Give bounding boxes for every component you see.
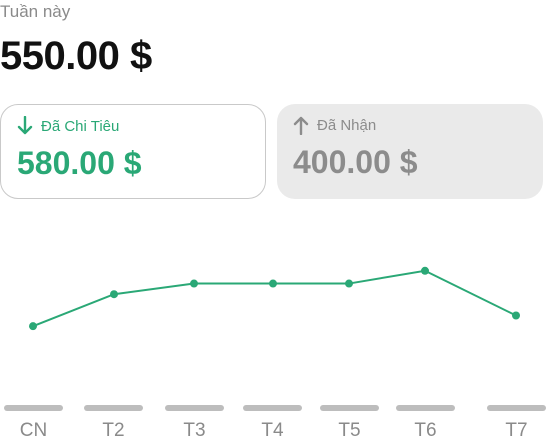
day-label-t5: T5 <box>320 420 380 442</box>
day-label-t7: T7 <box>487 420 546 442</box>
series-line <box>33 271 516 326</box>
data-point-t3[interactable] <box>190 280 198 288</box>
day-label-t3: T3 <box>165 420 225 442</box>
day-bar-cn[interactable] <box>4 405 63 411</box>
data-point-t2[interactable] <box>110 290 118 298</box>
day-bar-t6[interactable] <box>396 405 455 411</box>
day-label-t4: T4 <box>243 420 303 442</box>
day-bar-t7[interactable] <box>487 405 546 411</box>
data-point-t5[interactable] <box>345 280 353 288</box>
day-label-t6: T6 <box>396 420 456 442</box>
day-label-cn: CN <box>4 420 64 442</box>
data-point-t7[interactable] <box>512 312 520 320</box>
day-bar-t3[interactable] <box>165 405 224 411</box>
day-bar-t2[interactable] <box>84 405 143 411</box>
day-bar-t5[interactable] <box>320 405 379 411</box>
day-label-t2: T2 <box>84 420 144 442</box>
day-bar-t4[interactable] <box>243 405 302 411</box>
data-point-t6[interactable] <box>421 267 429 275</box>
data-point-cn[interactable] <box>29 322 37 330</box>
data-point-t4[interactable] <box>269 280 277 288</box>
